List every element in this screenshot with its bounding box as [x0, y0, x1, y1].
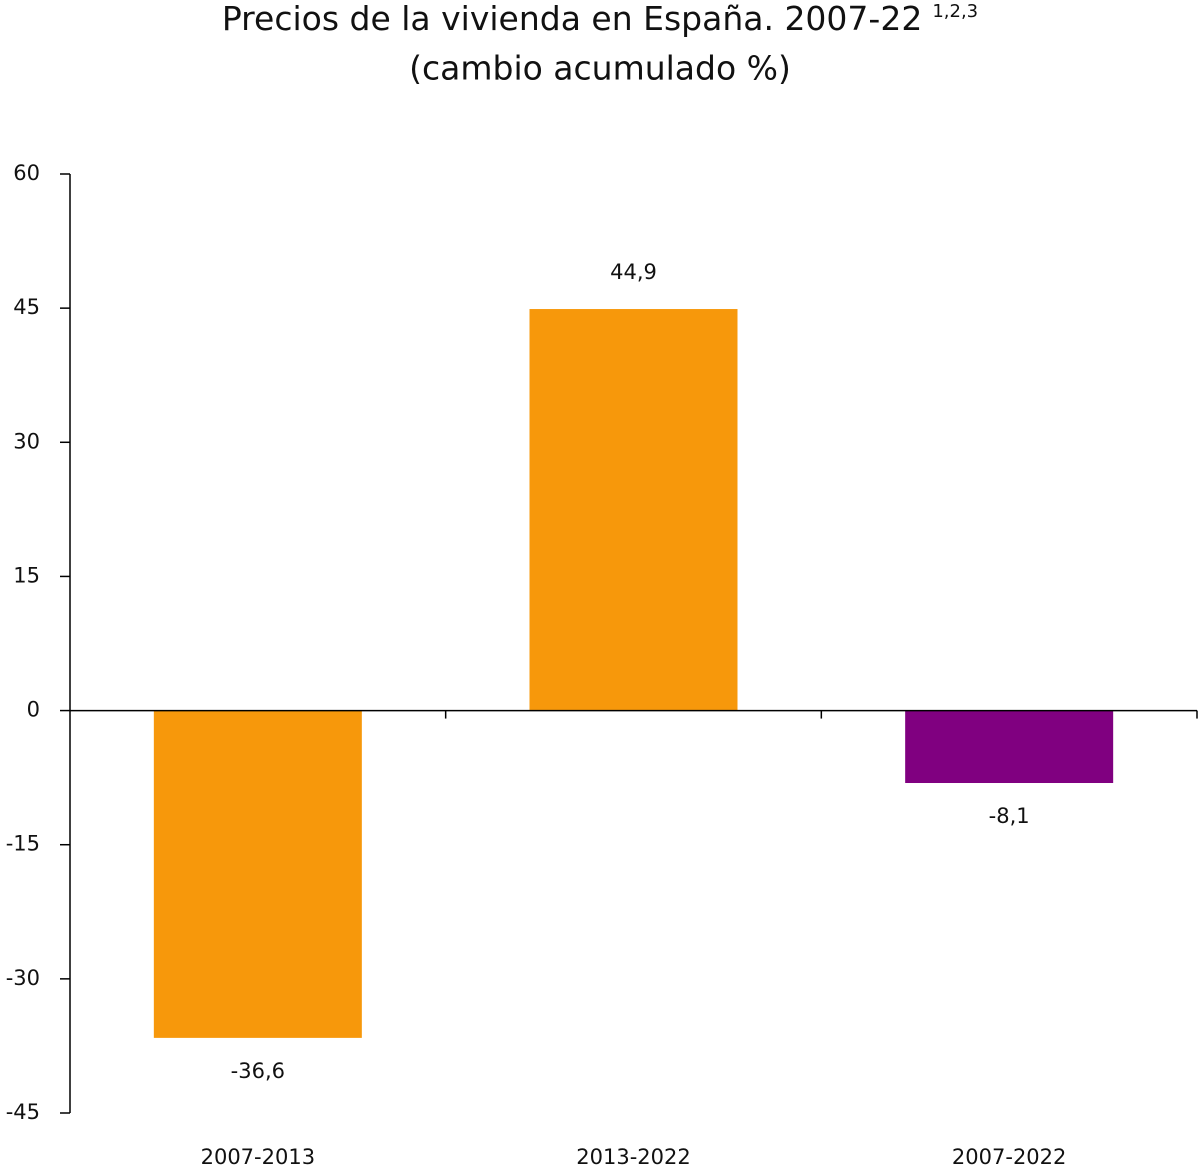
y-tick-label: 0 — [27, 698, 40, 722]
bar — [153, 710, 362, 1038]
y-tick-label: 60 — [13, 161, 40, 185]
title-superscript: 1,2,3 — [932, 1, 978, 22]
x-tick-label: 2013-2022 — [576, 1145, 690, 1169]
chart-subtitle: (cambio acumulado %) — [409, 49, 791, 88]
bar — [529, 309, 738, 711]
chart-title: Precios de la vivienda en España. 2007-2… — [222, 0, 922, 38]
y-tick-label: -30 — [6, 966, 40, 990]
x-tick-label: 2007-2022 — [952, 1145, 1066, 1169]
y-tick-label: -15 — [6, 832, 40, 856]
value-label: -36,6 — [231, 1059, 285, 1083]
y-tick-label: 15 — [13, 563, 40, 587]
value-label: 44,9 — [610, 260, 657, 284]
value-label: -8,1 — [989, 804, 1030, 828]
x-tick-label: 2007-2013 — [201, 1145, 315, 1169]
y-tick-label: 30 — [13, 429, 40, 453]
y-tick-label: -45 — [6, 1100, 40, 1124]
chart-title-group: Precios de la vivienda en España. 2007-2… — [222, 0, 978, 38]
y-tick-label: 45 — [13, 295, 40, 319]
bar — [905, 710, 1114, 784]
